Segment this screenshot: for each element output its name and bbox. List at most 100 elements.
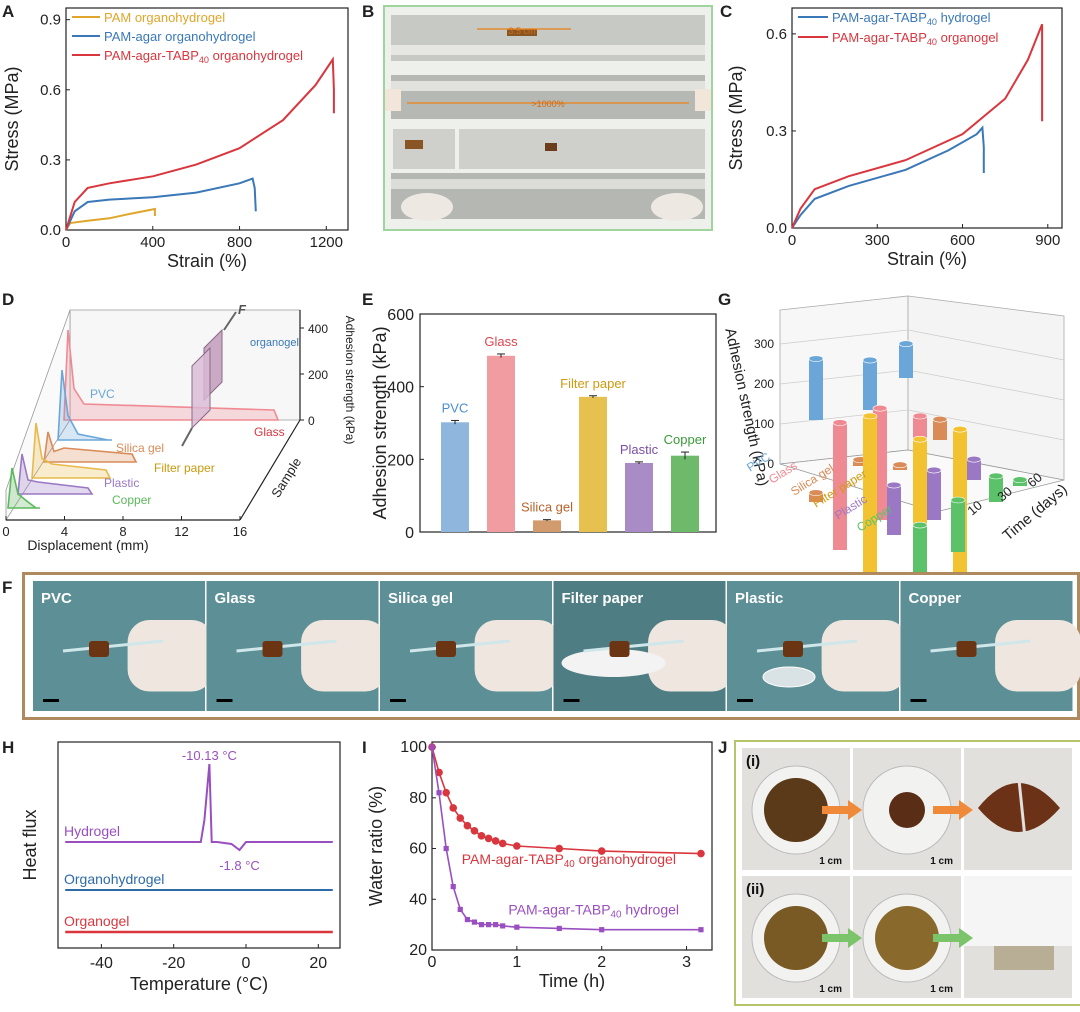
filter-paper-disk [561, 649, 666, 677]
x-axis-label: Strain (%) [167, 251, 247, 271]
bar-label: Copper [664, 432, 707, 447]
panel-letter-f: F [2, 578, 13, 597]
sample-curve-glass [63, 329, 280, 421]
glass-slide [62, 639, 164, 653]
data-point [470, 826, 479, 835]
panel-letter-e: E [362, 290, 374, 309]
panel-letter-c: C [720, 2, 733, 21]
legend-label-a-0: PAM organohydrogel [104, 10, 225, 25]
data-point [429, 744, 435, 750]
series-line-i-0 [431, 746, 702, 855]
x-tick-label: 0 [2, 524, 9, 539]
y-tick-label: 400 [387, 380, 414, 397]
glove [964, 876, 1072, 946]
bar-3d-cap [862, 356, 878, 364]
data-point [449, 804, 458, 812]
bar-3d-cap [862, 412, 878, 420]
y-axis-label: Adhesion strength (kPa) [343, 316, 357, 445]
gel-disk [889, 792, 925, 828]
x-tick-label: 3 [682, 954, 691, 971]
stretched-gel [994, 946, 1054, 970]
z-tick-label: 300 [754, 337, 774, 351]
panel-b-label-1000: >1000% [531, 99, 564, 109]
data-point [442, 788, 450, 797]
y-axis-label: Heat flux [20, 809, 40, 880]
inset-material-label: organogel [250, 337, 299, 349]
bar-3d-cap [912, 435, 928, 443]
series-label-organogel: Organogel [64, 913, 129, 929]
y-tick-label: 600 [387, 307, 414, 324]
gel-disk [875, 906, 939, 970]
data-point [698, 927, 704, 933]
bar-3d-pvc [863, 360, 877, 410]
x-tick-label: 20 [309, 955, 327, 972]
photo-label-copper: Copper [909, 590, 962, 607]
y-tick-label: 0.0 [766, 220, 787, 237]
x-tick-label: 8 [119, 524, 126, 539]
process-arrow [933, 800, 973, 820]
panel-letter-j: J [718, 738, 728, 757]
z-tick-label: 100 [754, 417, 774, 431]
y-tick-label: 0.3 [766, 123, 787, 140]
peak-annotation: -10.13 °C [182, 748, 237, 763]
data-point [500, 923, 506, 929]
bar-label: Glass [484, 334, 518, 349]
bar-label: Plastic [620, 442, 659, 457]
scale-bar [737, 699, 753, 702]
data-point [513, 842, 521, 850]
scale-bar [43, 699, 59, 702]
x-tick-label: -20 [162, 955, 185, 972]
process-arrow [822, 928, 862, 948]
z-tick-label: 0 [767, 457, 774, 471]
gridline [779, 369, 909, 385]
series-label-organohydrogel: Organohydrogel [64, 871, 164, 887]
data-point [514, 924, 520, 930]
photo-label-plastic: Plastic [735, 590, 783, 607]
data-point [435, 768, 443, 777]
data-point [555, 844, 564, 853]
photo-label-silica-gel: Silica gel [388, 590, 453, 607]
bar-filter-paper [579, 396, 607, 532]
data-point [478, 922, 485, 928]
x-tick-label: 300 [865, 232, 890, 249]
y-axis-label: Stress (MPa) [2, 66, 22, 171]
bar-label: Filter paper [560, 376, 626, 391]
panel-letter-h: H [2, 738, 15, 757]
x-tick-label: -40 [90, 955, 113, 972]
series-label-organohydrogel: PAM-agar-TABP40 organohydrogel [462, 851, 676, 870]
legend-label-a-1: PAM-agar organohydrogel [104, 29, 256, 44]
y-tick-label: 100 [400, 739, 427, 756]
data-point [498, 839, 507, 848]
panel-b-label-35cm: 3.5 cm [508, 26, 535, 36]
bar-3d-cap [898, 340, 914, 347]
y-tick-label: 40 [409, 891, 427, 908]
y-tick-label: 0.9 [40, 12, 61, 29]
chart-e-adhesion-bar: 0 200 400 600 Adhesion strength (kPa) PVC Glas… [370, 307, 717, 542]
photo-label-pvc: PVC [41, 590, 72, 607]
sample-curve-pvc [57, 369, 112, 441]
x-tick-label: 0 [62, 234, 70, 251]
bar-3d-cap [966, 455, 982, 463]
bar-3d-filter-paper [863, 416, 877, 572]
scale-label: 1 cm [930, 984, 953, 995]
series-label-hydrogel: PAM-agar-TABP40 hydrogel [508, 901, 679, 920]
legend-label-c-1: PAM-agar-TABP40 organogel [832, 30, 999, 47]
data-point [493, 922, 499, 928]
glove-hand [648, 620, 735, 692]
inset-force-label: F [238, 302, 247, 317]
y-tick-label: 20 [409, 942, 427, 959]
legend-label-a-2: PAM-agar-TABP40 organohydrogel [104, 48, 303, 65]
bar-3d-glass [833, 422, 847, 550]
gridline [907, 369, 1065, 401]
bar-3d-plastic [887, 485, 901, 535]
x-axis-label: Strain (%) [887, 249, 967, 269]
scale-bar [563, 699, 580, 702]
data-point [463, 821, 472, 830]
bar-3d-silica-gel [809, 492, 823, 502]
y-tick-label: 0 [308, 414, 315, 428]
panel-letter-b: B [362, 2, 375, 21]
x-tick-label: 1 [512, 954, 521, 971]
data-point [471, 919, 478, 925]
gridline [907, 329, 1065, 361]
